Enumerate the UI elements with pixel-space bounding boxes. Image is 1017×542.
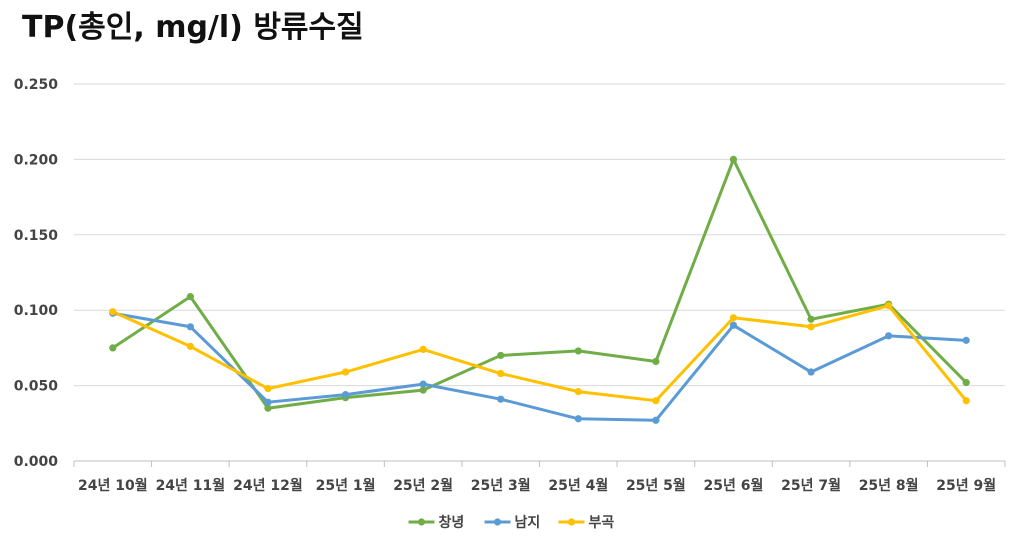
data-point: [729, 155, 738, 163]
data-point: [807, 315, 815, 323]
series-lines: [111, 157, 968, 422]
y-tick-label: 0.100: [14, 303, 59, 319]
y-tick-label: 0.050: [14, 379, 59, 395]
y-tick-label: 0.000: [14, 454, 59, 470]
legend-item: 창녕: [408, 514, 465, 531]
x-tick-label: 25년 9월: [936, 477, 996, 494]
data-point: [885, 302, 893, 310]
data-point: [341, 368, 350, 376]
data-point: [186, 342, 194, 350]
data-point: [497, 395, 505, 403]
data-point: [574, 347, 582, 355]
data-point: [652, 397, 660, 405]
legend: 창녕 남지 부곡: [408, 514, 615, 531]
data-point: [419, 380, 427, 388]
data-point: [497, 351, 505, 360]
legend-marker: [493, 518, 502, 526]
y-tick-label: 0.150: [14, 228, 59, 244]
data-point: [497, 369, 505, 378]
series-line-3: [112, 304, 968, 403]
data-point: [264, 398, 272, 406]
data-point: [807, 368, 815, 376]
x-tick-label: 25년 3월: [471, 477, 531, 494]
series-line-2: [112, 311, 967, 422]
data-point: [652, 357, 660, 366]
data-point: [419, 386, 427, 394]
chart-title: TP(총인, mg/l) 방류수질: [22, 10, 364, 45]
gridlines: [74, 83, 1005, 387]
legend-label: 창녕: [439, 514, 465, 531]
data-point: [962, 397, 970, 405]
x-axis: [73, 460, 1006, 467]
y-tick-label: 0.250: [14, 77, 59, 93]
y-axis-ticks: 0.000 0.050 0.100 0.150 0.200 0.250: [14, 77, 59, 470]
legend-marker: [417, 518, 426, 526]
x-tick-label: 25년 2월: [393, 477, 453, 494]
data-point: [962, 336, 970, 344]
legend-marker: [567, 518, 576, 526]
data-point: [264, 385, 272, 393]
data-point: [962, 378, 970, 387]
data-point: [729, 321, 738, 329]
x-tick-label: 25년 5월: [626, 477, 686, 494]
x-tick-label: 24년 10월: [78, 477, 148, 494]
data-point: [109, 308, 117, 316]
data-point: [885, 332, 893, 340]
x-tick-label: 24년 11월: [156, 477, 226, 494]
data-point: [341, 391, 350, 399]
x-tick-label: 25년 7월: [781, 477, 841, 494]
y-tick-label: 0.200: [14, 152, 59, 168]
legend-item: 부곡: [558, 515, 615, 531]
data-point: [652, 416, 660, 424]
x-tick-label: 25년 4월: [548, 477, 608, 494]
x-tick-label: 25년 6월: [704, 477, 764, 494]
data-point: [574, 388, 582, 396]
data-point: [264, 404, 272, 412]
legend-label: 남지: [515, 514, 541, 531]
x-tick-label: 24년 12월: [233, 477, 303, 494]
data-point: [419, 345, 427, 354]
legend-label: 부곡: [589, 515, 615, 531]
series-line-1: [111, 157, 968, 410]
data-point: [807, 323, 815, 331]
legend-item: 남지: [484, 514, 541, 531]
series-points: [109, 155, 970, 424]
data-point: [186, 293, 194, 301]
data-point: [109, 344, 117, 352]
x-tick-label: 25년 1월: [316, 477, 376, 494]
data-point: [574, 415, 582, 423]
data-point: [186, 323, 194, 331]
x-axis-ticks: 24년 10월 24년 11월 24년 12월 25년 1월 25년 2월 25년 3월 2…: [78, 477, 996, 494]
data-point: [729, 314, 738, 322]
x-tick-label: 25년 8월: [859, 477, 919, 494]
